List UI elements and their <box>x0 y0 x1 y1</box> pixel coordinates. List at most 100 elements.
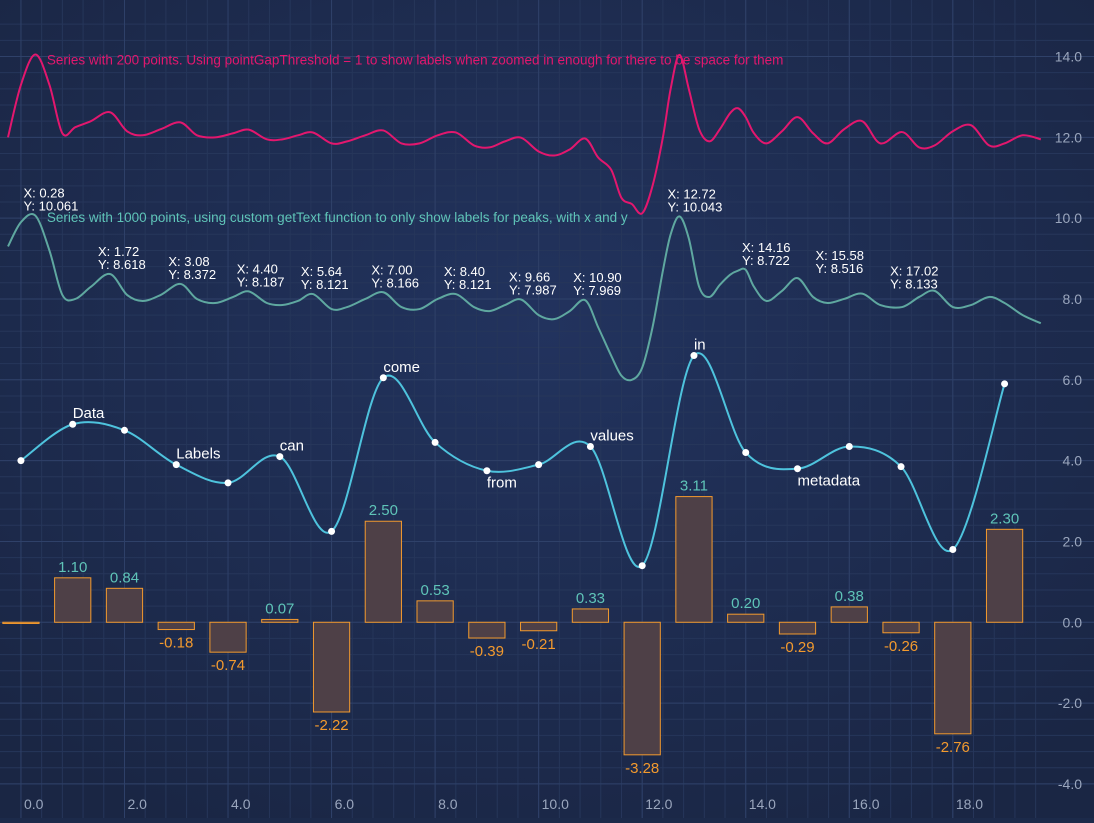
data-label: can <box>280 438 304 455</box>
data-point-marker[interactable] <box>897 463 905 471</box>
peak-label-y: Y: 8.618 <box>98 257 146 272</box>
data-point-marker[interactable] <box>224 479 232 487</box>
peak-label-x: X: 5.64 <box>301 264 342 279</box>
data-point-marker[interactable] <box>379 374 387 382</box>
x-tick-label: 0.0 <box>24 796 44 812</box>
peak-label-y: Y: 8.722 <box>742 253 790 268</box>
bar[interactable] <box>2 621 40 624</box>
data-point-marker[interactable] <box>1001 380 1009 388</box>
y-tick-label: 8.0 <box>1063 291 1083 307</box>
y-tick-label: 14.0 <box>1055 48 1082 64</box>
bar[interactable] <box>675 496 713 623</box>
bar[interactable] <box>571 608 610 623</box>
annotations: Series with 200 points. Using pointGapTh… <box>47 53 784 226</box>
x-axis[interactable]: 0.0 2.0 4.0 6.0 8.0 10.0 12.0 14.0 16.0 18.0 <box>24 796 983 812</box>
peak-label-x: X: 14.16 <box>742 240 790 255</box>
bar-value-label: -0.18 <box>159 635 193 652</box>
y-tick-label: -2.0 <box>1058 695 1082 711</box>
data-point-marker[interactable] <box>638 562 646 570</box>
data-label: metadata <box>798 473 861 490</box>
peak-label-x: X: 9.66 <box>509 269 550 284</box>
data-point-marker[interactable] <box>328 527 336 535</box>
data-point-marker[interactable] <box>17 457 25 465</box>
bar-value-label: 0.33 <box>576 590 605 607</box>
y-tick-label: -4.0 <box>1058 776 1082 792</box>
bar[interactable] <box>157 621 195 631</box>
data-label: come <box>383 359 420 376</box>
data-label: from <box>487 475 517 492</box>
y-tick-label: 6.0 <box>1063 372 1083 388</box>
bar-value-label: 0.38 <box>835 588 864 605</box>
peak-label-x: X: 12.72 <box>667 186 715 201</box>
bar[interactable] <box>261 618 299 623</box>
bar[interactable] <box>105 587 144 623</box>
data-point-marker[interactable] <box>120 426 128 434</box>
bar[interactable] <box>882 621 920 634</box>
peak-label-y: Y: 8.121 <box>444 277 492 292</box>
peak-label-y: Y: 8.166 <box>371 275 419 290</box>
series-0-line <box>7 53 1042 215</box>
data-point-marker[interactable] <box>172 461 180 469</box>
peak-label-y: Y: 10.043 <box>667 199 722 214</box>
bar[interactable] <box>985 528 1024 623</box>
data-point-marker[interactable] <box>794 465 802 473</box>
data-point-marker[interactable] <box>949 546 957 554</box>
data-point-marker[interactable] <box>276 453 284 461</box>
bar-value-label: -0.26 <box>884 638 918 655</box>
bar[interactable] <box>364 520 402 623</box>
bar-value-label: -0.29 <box>780 639 814 656</box>
x-tick-label: 16.0 <box>852 796 879 812</box>
data-point-marker[interactable] <box>690 352 698 360</box>
bar[interactable] <box>54 577 92 623</box>
series-2-spline-markers: Data Labels can come from values in metadata <box>17 337 1009 570</box>
bar[interactable] <box>312 621 351 713</box>
bar-value-label: 0.20 <box>731 595 760 612</box>
data-point-marker[interactable] <box>69 420 77 428</box>
series-line <box>7 53 1042 215</box>
bar[interactable] <box>727 613 765 623</box>
bar-value-label: -0.21 <box>522 636 556 653</box>
bar[interactable] <box>520 621 558 632</box>
bar-value-label: 2.30 <box>990 510 1019 527</box>
y-axis[interactable]: -4.0 -2.0 0.0 2.0 4.0 6.0 8.0 10.0 12.0 14.0 <box>1055 48 1082 791</box>
series-annotation: Series with 1000 points, using custom ge… <box>47 210 628 225</box>
data-point-marker[interactable] <box>535 461 543 469</box>
peak-label-y: Y: 8.187 <box>237 274 285 289</box>
bar-value-label: -0.39 <box>470 643 504 660</box>
peak-label-y: Y: 7.987 <box>509 282 557 297</box>
series-3-bar: 1.10 0.84 -0.18 -0.74 0.07 -2.22 2.50 0.53 -0.39… <box>2 478 1024 777</box>
x-tick-label: 6.0 <box>335 796 355 812</box>
data-point-marker[interactable] <box>845 442 853 450</box>
bar[interactable] <box>778 621 817 635</box>
data-point-marker[interactable] <box>586 442 594 450</box>
x-tick-label: 14.0 <box>749 796 776 812</box>
bar[interactable] <box>209 621 247 653</box>
bar-value-label: -2.76 <box>936 739 970 756</box>
peak-label-y: Y: 8.133 <box>890 277 938 292</box>
peak-label-x: X: 4.40 <box>237 261 278 276</box>
peak-label-y: Y: 10.061 <box>23 199 78 214</box>
peak-label-x: X: 10.90 <box>573 270 621 285</box>
y-tick-label: 0.0 <box>1063 614 1083 630</box>
bar[interactable] <box>830 606 868 623</box>
peak-label-x: X: 17.02 <box>890 264 938 279</box>
x-tick-label: 8.0 <box>438 796 458 812</box>
peak-label-x: X: 3.08 <box>168 254 209 269</box>
bar[interactable] <box>416 600 454 623</box>
bar[interactable] <box>468 621 506 639</box>
series-annotation: Series with 200 points. Using pointGapTh… <box>47 53 784 68</box>
x-tick-label: 10.0 <box>542 796 569 812</box>
data-label: in <box>694 337 706 354</box>
data-point-marker[interactable] <box>483 467 491 475</box>
data-point-marker[interactable] <box>431 438 439 446</box>
bar[interactable] <box>934 621 972 735</box>
bar-value-label: 3.11 <box>680 478 708 495</box>
bar[interactable] <box>623 621 661 756</box>
data-point-marker[interactable] <box>742 449 750 457</box>
peak-label-x: X: 1.72 <box>98 244 139 259</box>
peak-label-x: X: 8.40 <box>444 264 485 279</box>
y-tick-label: 12.0 <box>1055 129 1082 145</box>
